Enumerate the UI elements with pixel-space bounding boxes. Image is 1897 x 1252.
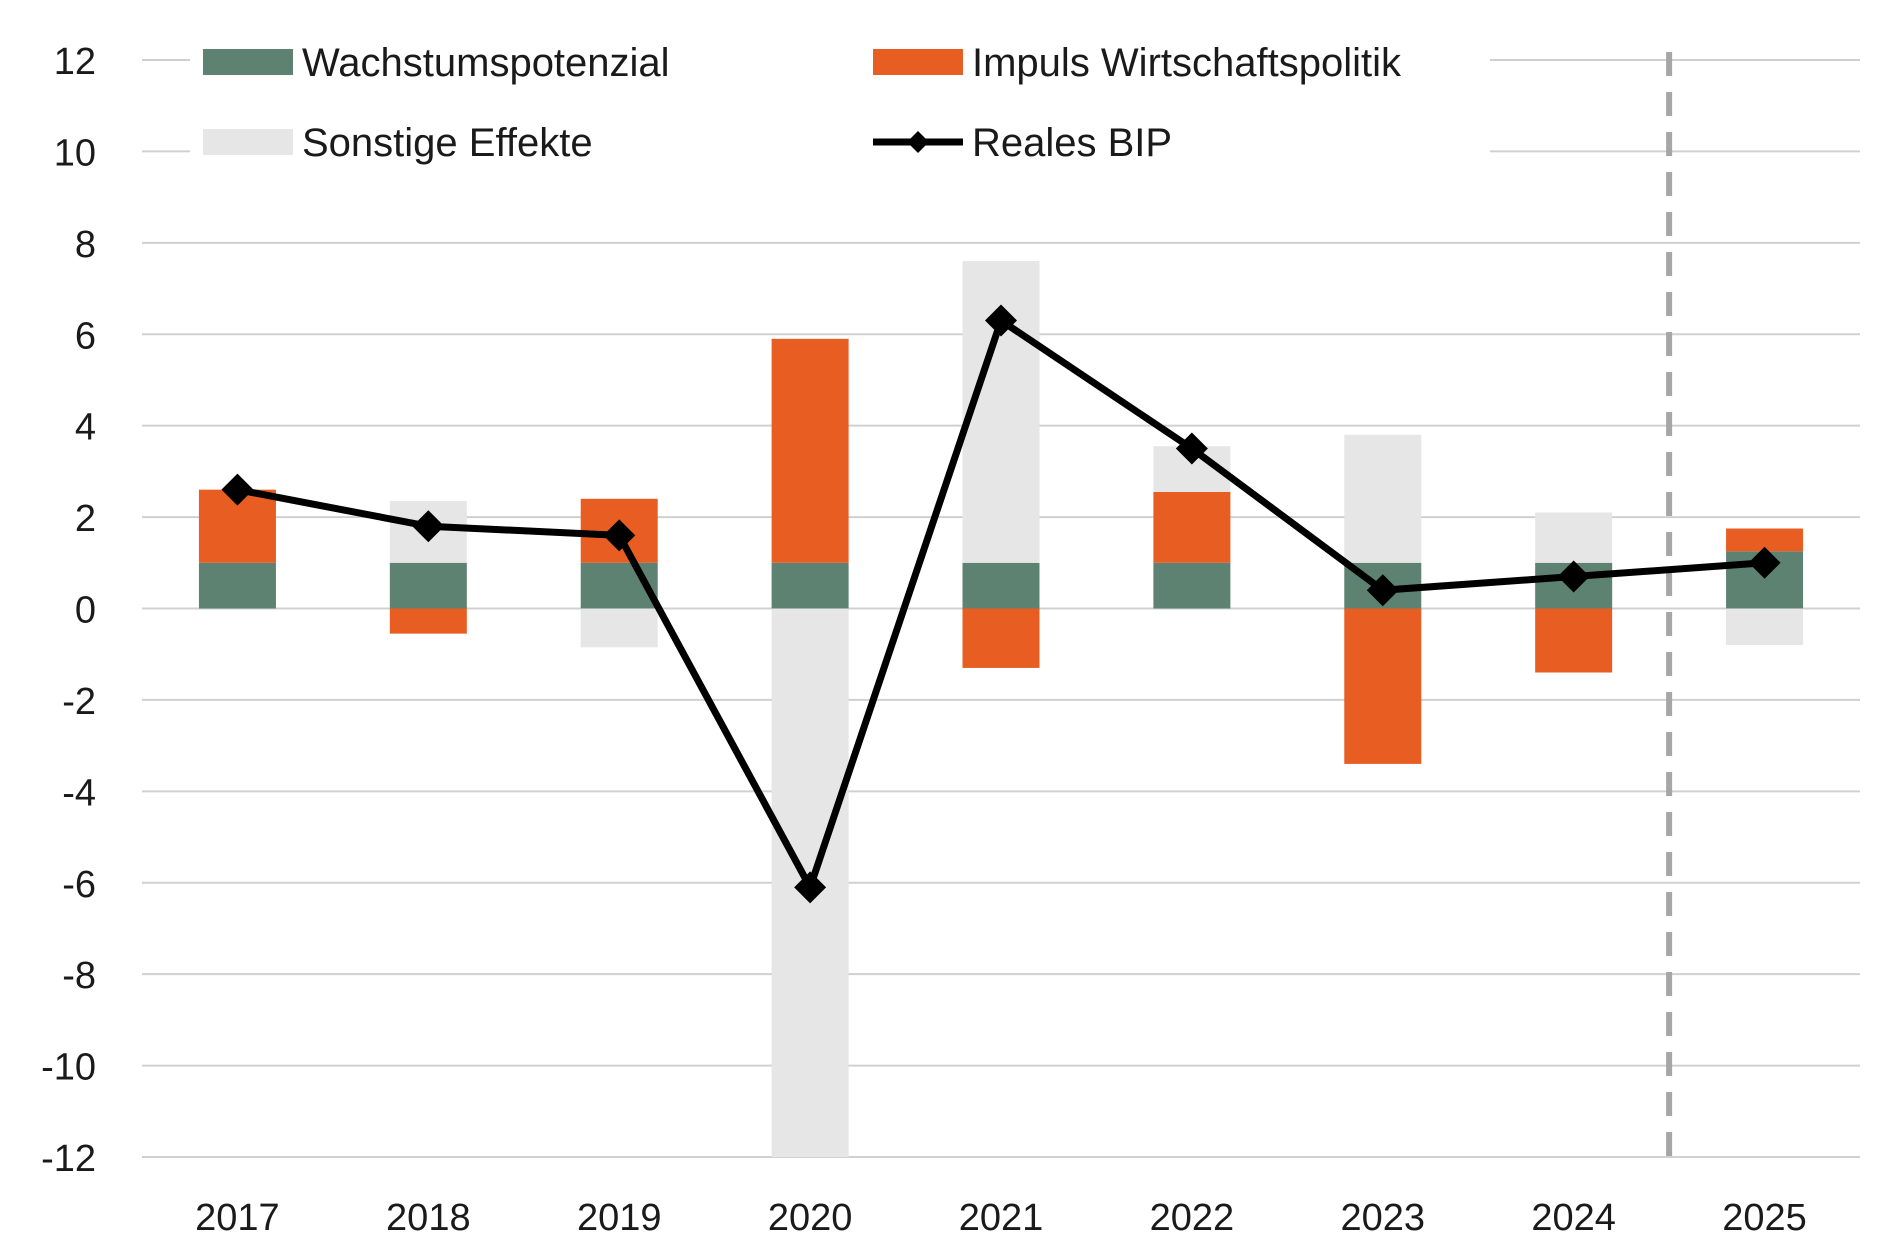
y-tick-label: -10 bbox=[41, 1047, 96, 1089]
x-tick-label: 2021 bbox=[959, 1197, 1044, 1239]
line-marker-2025 bbox=[1748, 546, 1781, 579]
line-marker-2019 bbox=[603, 519, 636, 552]
legend: Wachstumspotenzial Impuls Wirtschaftspoli… bbox=[190, 22, 1490, 172]
legend-swatch bbox=[203, 129, 293, 155]
bar-impuls-wirtschaftspolitik-2022 bbox=[1153, 491, 1231, 563]
bar-sonstige-effekte-2024 bbox=[1535, 512, 1613, 563]
bar-impuls-wirtschaftspolitik-2025 bbox=[1726, 528, 1804, 552]
bar-sonstige-effekte-2025 bbox=[1726, 608, 1804, 646]
line-layer bbox=[221, 304, 1781, 904]
bar-wachstumspotenzial-2020 bbox=[771, 562, 849, 609]
line-marker-2024 bbox=[1557, 560, 1590, 593]
x-tick-label: 2022 bbox=[1150, 1197, 1235, 1239]
line-marker-2023 bbox=[1366, 574, 1399, 607]
line-marker-2020 bbox=[794, 871, 827, 904]
line-marker-2021 bbox=[985, 304, 1017, 337]
bar-wachstumspotenzial-2017 bbox=[198, 562, 276, 609]
x-tick-label: 2017 bbox=[195, 1197, 280, 1239]
legend-label: Sonstige Effekte bbox=[302, 121, 593, 165]
bar-impuls-wirtschaftspolitik-2020 bbox=[771, 338, 849, 563]
bar-wachstumspotenzial-2022 bbox=[1153, 562, 1231, 609]
y-tick-label: 2 bbox=[75, 498, 96, 540]
bar-impuls-wirtschaftspolitik-2023 bbox=[1344, 608, 1422, 764]
y-tick-label: 10 bbox=[54, 132, 96, 174]
x-tick-label: 2019 bbox=[577, 1197, 662, 1239]
legend-background bbox=[190, 22, 1490, 172]
y-tick-label: 4 bbox=[75, 407, 96, 449]
x-tick-label: 2024 bbox=[1531, 1197, 1616, 1239]
y-axis-tick-labels: 12 10 8 6 4 2 0 -2 -4 -6 -8 -10 -12 bbox=[41, 41, 96, 1180]
y-tick-label: -2 bbox=[62, 681, 96, 723]
bar-sonstige-effekte-2019 bbox=[580, 608, 658, 648]
legend-label: Reales BIP bbox=[972, 121, 1172, 165]
x-tick-label: 2023 bbox=[1341, 1197, 1426, 1239]
x-tick-label: 2025 bbox=[1722, 1197, 1807, 1239]
y-tick-label: 6 bbox=[75, 315, 96, 357]
bar-wachstumspotenzial-2021 bbox=[962, 562, 1040, 609]
y-tick-label: -6 bbox=[62, 864, 96, 906]
bar-impuls-wirtschaftspolitik-2024 bbox=[1535, 608, 1613, 673]
y-tick-label: 0 bbox=[75, 590, 96, 632]
x-tick-label: 2020 bbox=[768, 1197, 853, 1239]
line-marker-2017 bbox=[221, 473, 254, 506]
y-tick-label: -8 bbox=[62, 955, 96, 997]
legend-swatch bbox=[873, 49, 963, 75]
y-tick-label: -12 bbox=[41, 1138, 96, 1180]
bar-wachstumspotenzial-2018 bbox=[389, 562, 467, 609]
y-tick-label: 8 bbox=[75, 224, 96, 266]
y-tick-label: 12 bbox=[54, 41, 96, 83]
x-tick-label: 2018 bbox=[386, 1197, 471, 1239]
y-tick-label: -4 bbox=[62, 772, 96, 814]
line-marker-2018 bbox=[412, 510, 445, 543]
legend-label: Wachstumspotenzial bbox=[302, 41, 670, 85]
bar-layer bbox=[198, 261, 1804, 1157]
x-axis-tick-labels: 2017 2018 2019 2020 2021 2022 2023 2024 2025 bbox=[195, 1197, 1807, 1239]
bar-sonstige-effekte-2023 bbox=[1344, 434, 1422, 563]
bar-impuls-wirtschaftspolitik-2021 bbox=[962, 608, 1040, 668]
legend-swatch bbox=[203, 49, 293, 75]
bar-impuls-wirtschaftspolitik-2018 bbox=[389, 608, 467, 634]
line-marker-2022 bbox=[1175, 432, 1208, 465]
legend-label: Impuls Wirtschaftspolitik bbox=[972, 41, 1402, 85]
legend-swatch-marker bbox=[907, 131, 929, 153]
